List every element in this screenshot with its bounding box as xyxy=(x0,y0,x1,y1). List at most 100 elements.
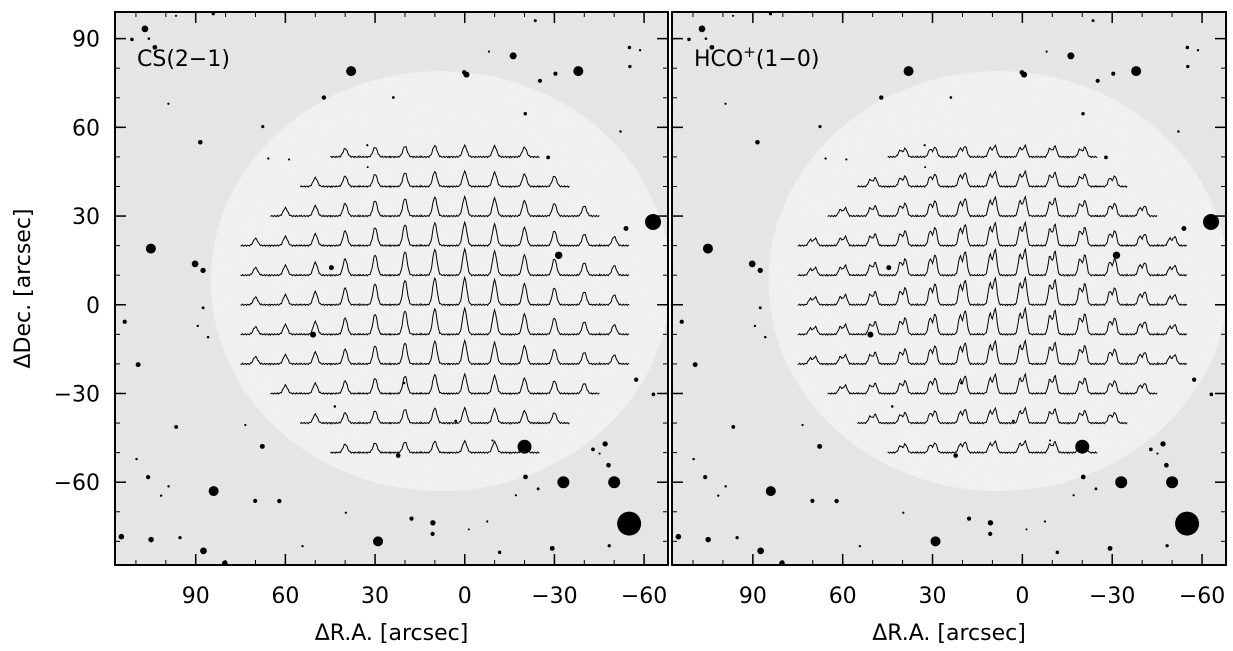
star xyxy=(1107,545,1113,551)
star xyxy=(879,95,884,100)
star xyxy=(1115,476,1128,489)
star xyxy=(1019,70,1025,75)
star xyxy=(623,226,629,231)
spectrum xyxy=(240,220,630,248)
y-tick-label: −60 xyxy=(54,471,100,496)
star xyxy=(1055,550,1060,555)
y-tick-label: 30 xyxy=(72,205,100,230)
spectrum xyxy=(827,372,1158,396)
star xyxy=(557,476,570,489)
star xyxy=(675,533,682,540)
star xyxy=(159,494,163,497)
x-tick-label: 90 xyxy=(182,584,210,609)
star xyxy=(148,536,154,543)
star xyxy=(145,243,156,254)
image-panel xyxy=(672,12,1226,565)
spectrum xyxy=(857,169,1128,189)
star xyxy=(391,96,395,99)
star xyxy=(1131,66,1142,77)
y-tick-label: 60 xyxy=(72,116,100,141)
x-tick-label: 60 xyxy=(829,584,857,609)
star xyxy=(687,37,691,42)
star xyxy=(902,511,905,514)
star xyxy=(753,324,757,328)
star xyxy=(208,486,219,497)
x-tick-label: 0 xyxy=(1015,584,1029,609)
star xyxy=(627,45,632,50)
star xyxy=(244,423,247,427)
star xyxy=(135,362,141,368)
star xyxy=(147,37,151,40)
x-axis-label: ΔR.A. [arcsec] xyxy=(315,621,469,646)
spectrum xyxy=(797,306,1188,337)
x-axis-label: ΔR.A. [arcsec] xyxy=(872,621,1026,646)
star xyxy=(1049,439,1052,442)
y-axis-label: ΔDec. [arcsec] xyxy=(11,208,36,368)
star xyxy=(598,452,601,455)
spectrum xyxy=(270,194,600,219)
star xyxy=(817,443,823,449)
star xyxy=(845,158,848,161)
star xyxy=(533,19,537,23)
star xyxy=(366,144,369,147)
star xyxy=(724,102,727,105)
spectrum xyxy=(240,246,630,278)
star xyxy=(1043,520,1047,523)
star xyxy=(167,102,170,105)
star xyxy=(1072,494,1075,497)
star xyxy=(903,66,914,77)
star xyxy=(328,265,334,271)
star xyxy=(509,52,517,60)
star xyxy=(536,487,540,491)
spectrum xyxy=(797,275,1188,307)
star xyxy=(608,476,621,489)
star xyxy=(765,486,776,497)
star xyxy=(135,457,138,461)
star xyxy=(366,166,369,169)
star xyxy=(651,392,656,397)
panel-label-part: (1−0) xyxy=(756,47,820,72)
spectrum xyxy=(797,338,1188,366)
star xyxy=(1166,476,1179,489)
star xyxy=(546,155,551,160)
star xyxy=(497,550,502,555)
star xyxy=(1080,474,1086,480)
star xyxy=(748,260,756,268)
spectrum xyxy=(299,406,570,426)
star xyxy=(467,528,470,531)
star xyxy=(141,25,149,33)
panel-label: CS(2−1) xyxy=(137,47,230,72)
star xyxy=(1181,226,1187,231)
star xyxy=(1095,78,1100,83)
star xyxy=(619,130,622,133)
star xyxy=(634,377,639,382)
star xyxy=(764,335,767,339)
star xyxy=(779,560,785,565)
spectrum xyxy=(240,306,630,337)
star xyxy=(259,443,265,449)
star xyxy=(949,96,953,99)
star xyxy=(692,457,695,461)
star xyxy=(373,536,384,547)
image-noise xyxy=(115,12,668,565)
x-tick-label: 30 xyxy=(919,584,947,609)
star xyxy=(454,419,458,423)
y-tick-label: −30 xyxy=(54,382,100,407)
star xyxy=(1045,50,1048,53)
star xyxy=(692,362,698,368)
star xyxy=(824,157,827,160)
star xyxy=(201,306,205,310)
star xyxy=(1209,392,1214,397)
star xyxy=(178,536,182,540)
star xyxy=(222,560,228,565)
image-panel xyxy=(115,12,668,565)
star xyxy=(606,462,611,468)
star xyxy=(757,547,765,555)
star xyxy=(197,139,203,145)
star xyxy=(834,498,839,504)
star xyxy=(1011,419,1015,423)
star xyxy=(709,44,715,50)
star xyxy=(321,95,327,100)
star xyxy=(1112,251,1121,259)
